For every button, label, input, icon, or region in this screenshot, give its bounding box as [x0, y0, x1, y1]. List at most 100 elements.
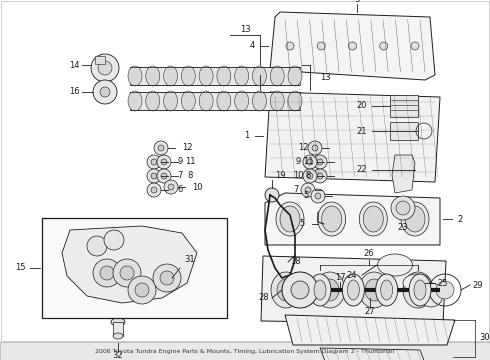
Text: 7: 7 [177, 171, 183, 180]
Text: 9: 9 [177, 158, 183, 166]
Text: 5: 5 [299, 220, 305, 229]
Bar [390, 122, 418, 140]
Circle shape [104, 230, 124, 250]
Circle shape [100, 266, 114, 280]
Circle shape [303, 169, 317, 183]
Circle shape [286, 42, 294, 50]
Circle shape [308, 141, 322, 155]
Ellipse shape [217, 66, 231, 86]
Ellipse shape [381, 280, 392, 300]
Bar [130, 92, 300, 110]
Circle shape [91, 54, 119, 82]
Text: 12: 12 [182, 144, 192, 153]
Ellipse shape [409, 279, 427, 301]
Text: 1: 1 [245, 131, 249, 140]
Circle shape [317, 42, 325, 50]
Text: 13: 13 [320, 72, 331, 81]
Circle shape [151, 159, 157, 165]
Ellipse shape [343, 274, 365, 306]
Circle shape [147, 183, 161, 197]
Circle shape [301, 183, 315, 197]
Ellipse shape [277, 279, 295, 301]
Circle shape [317, 173, 323, 179]
Circle shape [380, 42, 388, 50]
Text: 5: 5 [303, 192, 309, 201]
Bar [113, 322, 123, 336]
Ellipse shape [414, 280, 426, 300]
Circle shape [436, 281, 454, 299]
Ellipse shape [314, 280, 326, 300]
Text: 30: 30 [480, 333, 490, 342]
Circle shape [153, 264, 181, 292]
Text: 18: 18 [290, 257, 300, 266]
Ellipse shape [111, 318, 125, 326]
Text: 6: 6 [177, 185, 183, 194]
Circle shape [147, 155, 161, 169]
Circle shape [147, 169, 161, 183]
Circle shape [87, 236, 107, 256]
Text: 3: 3 [354, 0, 360, 4]
Ellipse shape [181, 91, 196, 111]
Circle shape [396, 201, 410, 215]
Circle shape [315, 193, 321, 199]
Text: 29: 29 [473, 280, 483, 289]
Circle shape [391, 196, 415, 220]
Ellipse shape [363, 206, 383, 232]
Text: 27: 27 [365, 307, 375, 316]
Circle shape [282, 272, 318, 308]
Ellipse shape [315, 272, 345, 308]
Ellipse shape [128, 91, 142, 111]
Text: 32: 32 [113, 351, 123, 360]
Circle shape [317, 159, 323, 165]
Ellipse shape [321, 279, 339, 301]
Text: 25: 25 [438, 279, 448, 288]
Circle shape [154, 141, 168, 155]
Ellipse shape [252, 66, 267, 86]
Circle shape [164, 180, 178, 194]
Bar [130, 67, 300, 85]
Text: 24: 24 [347, 270, 357, 279]
Circle shape [93, 80, 117, 104]
Text: 12: 12 [298, 144, 308, 153]
Circle shape [158, 145, 164, 151]
Text: 26: 26 [364, 249, 374, 258]
Ellipse shape [377, 254, 413, 276]
Text: 10: 10 [293, 171, 303, 180]
Polygon shape [62, 226, 197, 303]
Ellipse shape [376, 274, 398, 306]
Circle shape [419, 283, 443, 307]
Ellipse shape [199, 91, 213, 111]
Circle shape [303, 155, 317, 169]
Bar [95, 56, 105, 64]
Ellipse shape [276, 202, 304, 236]
Circle shape [411, 42, 419, 50]
Ellipse shape [235, 91, 248, 111]
Circle shape [151, 173, 157, 179]
Polygon shape [265, 193, 440, 245]
Ellipse shape [359, 272, 389, 308]
Ellipse shape [271, 272, 301, 308]
Circle shape [113, 259, 141, 287]
Text: 13: 13 [240, 26, 250, 35]
Polygon shape [265, 92, 440, 182]
Circle shape [348, 42, 357, 50]
Polygon shape [270, 12, 435, 80]
Circle shape [307, 173, 313, 179]
Ellipse shape [199, 66, 213, 86]
Ellipse shape [401, 202, 429, 236]
Circle shape [307, 159, 313, 165]
Text: 20: 20 [357, 102, 367, 111]
Text: 21: 21 [357, 126, 367, 135]
Ellipse shape [146, 91, 160, 111]
Ellipse shape [318, 202, 345, 236]
Ellipse shape [359, 202, 387, 236]
Ellipse shape [409, 274, 431, 306]
Circle shape [305, 187, 311, 193]
Text: 15: 15 [15, 264, 25, 273]
Ellipse shape [181, 66, 196, 86]
Circle shape [157, 169, 171, 183]
Text: 16: 16 [69, 87, 79, 96]
Text: 4: 4 [249, 41, 255, 50]
Circle shape [160, 271, 174, 285]
Polygon shape [320, 348, 425, 360]
